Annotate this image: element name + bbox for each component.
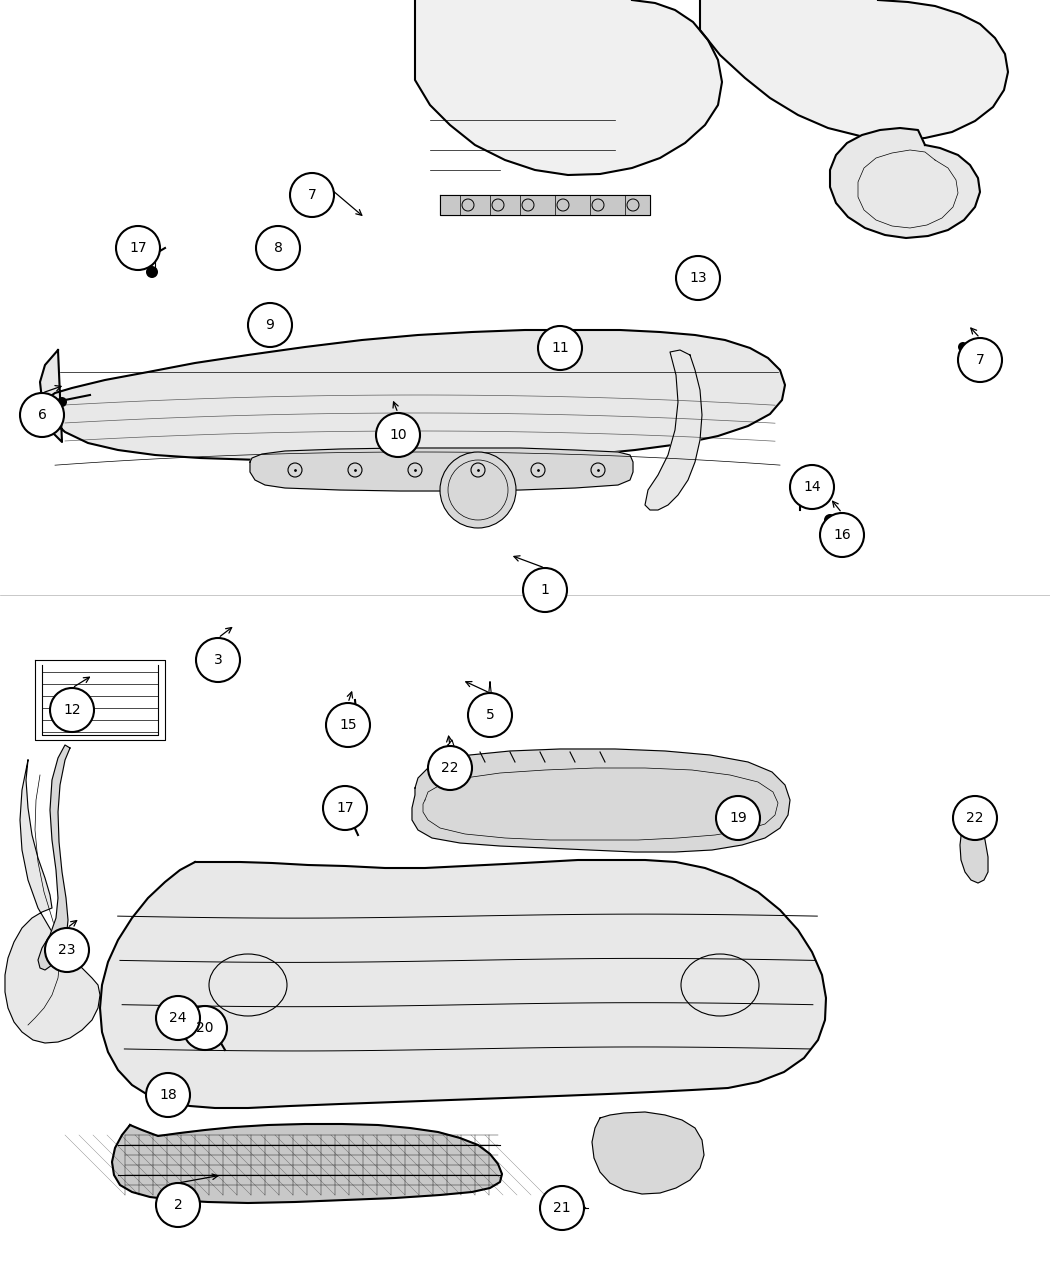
- Polygon shape: [40, 330, 785, 460]
- Circle shape: [958, 338, 1002, 382]
- Circle shape: [146, 1074, 190, 1117]
- Text: 22: 22: [966, 811, 984, 825]
- Polygon shape: [5, 760, 100, 1043]
- Text: 11: 11: [551, 340, 569, 354]
- Text: 24: 24: [169, 1011, 187, 1025]
- Text: 13: 13: [689, 272, 707, 286]
- Polygon shape: [412, 748, 790, 852]
- Circle shape: [953, 796, 997, 840]
- Text: 10: 10: [390, 428, 406, 442]
- Polygon shape: [700, 0, 1008, 140]
- Polygon shape: [592, 1112, 704, 1193]
- Text: 7: 7: [308, 187, 316, 201]
- Circle shape: [376, 413, 420, 456]
- Text: 17: 17: [336, 801, 354, 815]
- Polygon shape: [112, 1125, 502, 1204]
- Text: 16: 16: [833, 528, 851, 542]
- Circle shape: [820, 513, 864, 557]
- Text: 6: 6: [38, 408, 46, 422]
- Text: 14: 14: [803, 479, 821, 493]
- Circle shape: [156, 1183, 200, 1227]
- Circle shape: [468, 694, 512, 737]
- Text: 12: 12: [63, 703, 81, 717]
- Circle shape: [290, 173, 334, 217]
- Circle shape: [146, 266, 158, 278]
- Circle shape: [116, 226, 160, 270]
- Circle shape: [248, 303, 292, 347]
- Circle shape: [958, 342, 968, 352]
- Circle shape: [183, 1006, 227, 1051]
- Text: 8: 8: [274, 241, 282, 255]
- Circle shape: [50, 688, 94, 732]
- Circle shape: [196, 638, 240, 682]
- Polygon shape: [100, 861, 826, 1108]
- Circle shape: [824, 514, 836, 527]
- Text: 19: 19: [729, 811, 747, 825]
- Text: 21: 21: [553, 1201, 571, 1215]
- Circle shape: [428, 746, 472, 790]
- Polygon shape: [960, 799, 988, 884]
- Text: 2: 2: [173, 1198, 183, 1213]
- Polygon shape: [645, 351, 702, 510]
- Circle shape: [794, 484, 806, 496]
- Circle shape: [540, 1186, 584, 1230]
- Circle shape: [343, 812, 355, 824]
- Text: 3: 3: [213, 653, 223, 667]
- Polygon shape: [35, 660, 165, 740]
- Circle shape: [790, 465, 834, 509]
- Text: 18: 18: [160, 1088, 176, 1102]
- Circle shape: [676, 256, 720, 300]
- Text: 5: 5: [485, 708, 495, 722]
- Text: 15: 15: [339, 718, 357, 732]
- Circle shape: [209, 1029, 220, 1040]
- Circle shape: [716, 796, 760, 840]
- Circle shape: [440, 453, 516, 528]
- Polygon shape: [830, 128, 980, 238]
- Circle shape: [256, 226, 300, 270]
- Text: 7: 7: [975, 353, 985, 367]
- Text: 9: 9: [266, 317, 274, 332]
- Circle shape: [156, 996, 200, 1040]
- Text: 23: 23: [58, 944, 76, 958]
- Text: 20: 20: [196, 1021, 214, 1035]
- Circle shape: [45, 928, 89, 972]
- Polygon shape: [250, 448, 633, 491]
- Circle shape: [57, 397, 67, 407]
- Text: 22: 22: [441, 761, 459, 775]
- Circle shape: [326, 703, 370, 747]
- Circle shape: [538, 326, 582, 370]
- Circle shape: [323, 785, 367, 830]
- Text: 17: 17: [129, 241, 147, 255]
- Polygon shape: [38, 745, 70, 970]
- Circle shape: [20, 393, 64, 437]
- Polygon shape: [415, 0, 722, 175]
- Circle shape: [523, 567, 567, 612]
- Text: 1: 1: [541, 583, 549, 597]
